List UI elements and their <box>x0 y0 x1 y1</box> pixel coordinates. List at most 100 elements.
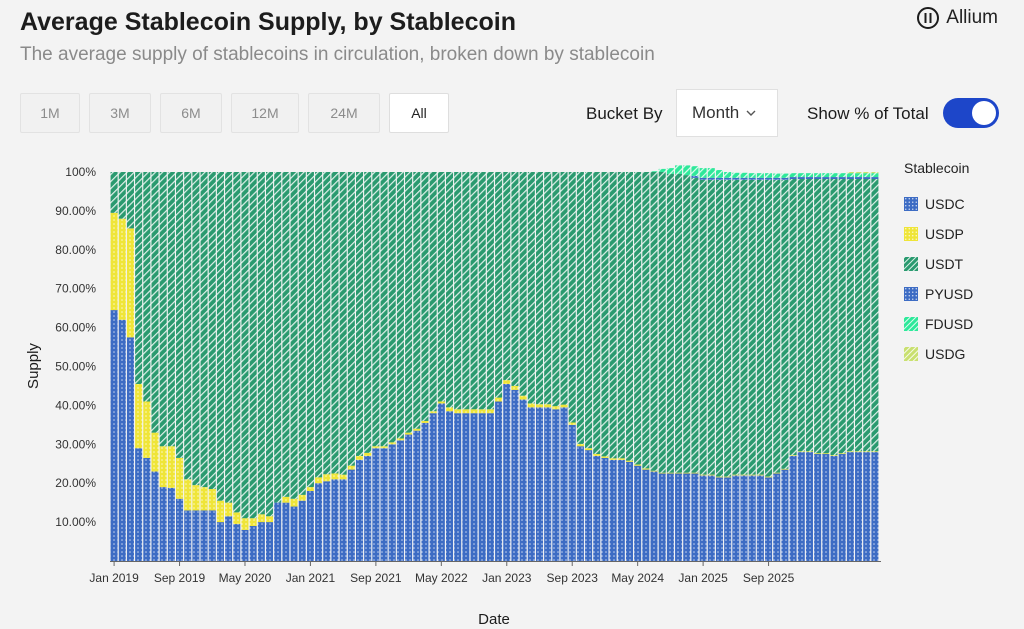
legend-item-usdp[interactable]: USDP <box>904 219 973 249</box>
bar-segment-usdt[interactable] <box>666 173 674 473</box>
bar-segment-usdc[interactable] <box>658 473 666 562</box>
bar-segment-usdt[interactable] <box>756 179 764 475</box>
bar-segment-pyusd[interactable] <box>846 177 854 180</box>
bar-segment-usdt[interactable] <box>732 179 740 475</box>
bar-segment-fdusd[interactable] <box>863 173 871 178</box>
bar-segment-pyusd[interactable] <box>871 177 879 180</box>
bar-segment-fdusd[interactable] <box>650 171 658 172</box>
range-button-3m[interactable]: 3M <box>89 93 151 133</box>
bar-segment-usdp[interactable] <box>266 516 274 523</box>
bar-segment-usdc[interactable] <box>765 477 773 562</box>
legend-item-usdt[interactable]: USDT <box>904 249 973 279</box>
bar-segment-usdt[interactable] <box>331 172 339 474</box>
bar-segment-usdt[interactable] <box>274 172 282 503</box>
bar-segment-usdp[interactable] <box>568 422 576 425</box>
bar-segment-usdc[interactable] <box>781 469 789 561</box>
bar-segment-usdc[interactable] <box>454 413 462 561</box>
bar-segment-usdc[interactable] <box>544 407 552 562</box>
bar-segment-usdc[interactable] <box>486 413 494 561</box>
bar-segment-usdp[interactable] <box>478 409 486 414</box>
bar-segment-pyusd[interactable] <box>724 177 732 180</box>
bar-segment-usdp[interactable] <box>462 409 470 414</box>
bar-segment-pyusd[interactable] <box>715 177 723 180</box>
bar-segment-fdusd[interactable] <box>740 172 748 178</box>
bar-segment-usdt[interactable] <box>486 172 494 410</box>
bar-segment-fdusd[interactable] <box>724 172 732 178</box>
bar-segment-usdc[interactable] <box>552 409 560 561</box>
bar-segment-usdp[interactable] <box>666 472 674 474</box>
bar-segment-usdt[interactable] <box>740 179 748 475</box>
bar-segment-usdc[interactable] <box>339 479 347 561</box>
bar-segment-fdusd[interactable] <box>846 173 854 178</box>
bar-segment-usdp[interactable] <box>855 451 863 453</box>
bar-segment-usdt[interactable] <box>306 172 314 488</box>
bar-segment-usdt[interactable] <box>192 172 200 486</box>
bar-segment-usdp[interactable] <box>445 407 454 412</box>
bar-segment-usdt[interactable] <box>167 172 175 447</box>
bar-segment-usdt[interactable] <box>715 179 723 477</box>
bar-segment-usdc[interactable] <box>519 399 527 561</box>
bar-segment-usdc[interactable] <box>298 500 306 561</box>
bar-segment-usdt[interactable] <box>511 172 519 386</box>
bar-segment-usdc[interactable] <box>347 469 355 561</box>
bar-segment-fdusd[interactable] <box>756 173 764 178</box>
bar-segment-usdc[interactable] <box>756 475 764 561</box>
bar-segment-usdc[interactable] <box>151 471 159 561</box>
bar-segment-usdc[interactable] <box>707 475 715 561</box>
bar-segment-fdusd[interactable] <box>797 173 805 178</box>
bar-segment-usdp[interactable] <box>740 474 748 476</box>
bar-segment-usdp[interactable] <box>126 228 134 338</box>
bar-segment-usdt[interactable] <box>781 179 789 469</box>
bar-segment-usdc[interactable] <box>797 452 805 561</box>
bar-segment-usdp[interactable] <box>298 494 306 501</box>
bar-segment-usdt[interactable] <box>609 172 617 459</box>
bar-segment-usdt[interactable] <box>208 172 216 490</box>
bar-segment-usdt[interactable] <box>462 172 470 410</box>
bar-segment-usdc[interactable] <box>290 506 298 561</box>
bar-segment-usdt[interactable] <box>364 172 372 453</box>
bar-segment-usdt[interactable] <box>225 172 233 503</box>
bar-segment-fdusd[interactable] <box>781 173 789 178</box>
bar-segment-pyusd[interactable] <box>699 177 707 180</box>
bar-segment-fdusd[interactable] <box>691 166 699 176</box>
bar-segment-usdp[interactable] <box>396 438 404 441</box>
bar-segment-usdt[interactable] <box>421 172 429 421</box>
bar-segment-usdp[interactable] <box>372 446 380 449</box>
bar-segment-usdc[interactable] <box>331 479 339 561</box>
bar-segment-usdc[interactable] <box>601 457 609 561</box>
bar-segment-usdp[interactable] <box>306 487 314 491</box>
bar-segment-usdt[interactable] <box>724 179 732 477</box>
bar-segment-usdp[interactable] <box>421 420 429 423</box>
bar-segment-usdt[interactable] <box>863 179 871 452</box>
bar-segment-usdc[interactable] <box>159 487 167 561</box>
bar-segment-usdp[interactable] <box>781 468 789 470</box>
bar-segment-usdt[interactable] <box>405 172 413 433</box>
bar-segment-usdt[interactable] <box>773 179 781 473</box>
bar-segment-usdc[interactable] <box>356 459 364 561</box>
bar-segment-usdt[interactable] <box>143 172 151 402</box>
bar-segment-usdp[interactable] <box>405 432 413 435</box>
bar-segment-pyusd[interactable] <box>814 177 822 180</box>
bar-segment-usdt[interactable] <box>765 179 773 477</box>
bar-segment-fdusd[interactable] <box>707 168 715 178</box>
bar-segment-usdp[interactable] <box>846 451 854 453</box>
bar-segment-usdt[interactable] <box>805 179 813 452</box>
bar-segment-usdc[interactable] <box>568 424 576 561</box>
bar-segment-usdt[interactable] <box>356 172 364 456</box>
bar-segment-usdp[interactable] <box>413 428 421 431</box>
bar-segment-usdc[interactable] <box>666 473 674 562</box>
bar-segment-usdp[interactable] <box>437 401 445 404</box>
bar-segment-usdp[interactable] <box>519 395 527 400</box>
bar-segment-usdp[interactable] <box>184 479 192 511</box>
bar-segment-usdc[interactable] <box>609 459 617 561</box>
bar-segment-usdc[interactable] <box>323 481 331 561</box>
bar-segment-usdc[interactable] <box>634 465 642 561</box>
bar-segment-usdc[interactable] <box>437 403 445 561</box>
bar-segment-usdp[interactable] <box>364 452 372 456</box>
bar-segment-usdt[interactable] <box>601 172 609 457</box>
bar-segment-usdc[interactable] <box>249 525 257 561</box>
bar-segment-usdc[interactable] <box>233 524 241 561</box>
bar-segment-usdp[interactable] <box>339 474 347 480</box>
bar-segment-usdt[interactable] <box>568 172 576 423</box>
bar-segment-usdp[interactable] <box>110 212 118 311</box>
